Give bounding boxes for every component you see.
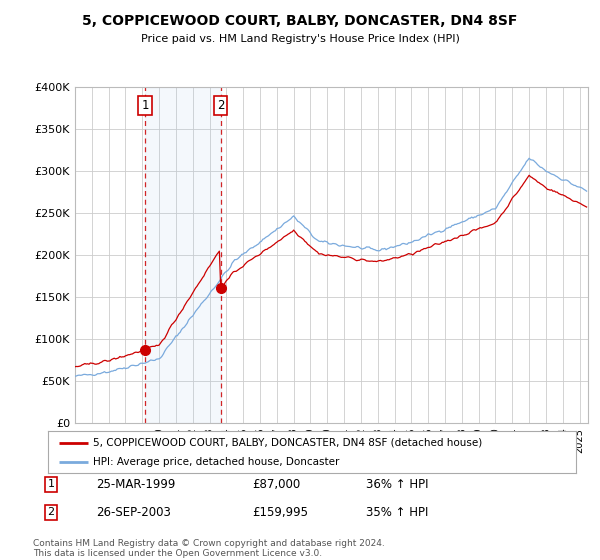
Text: Contains HM Land Registry data © Crown copyright and database right 2024.
This d: Contains HM Land Registry data © Crown c… (33, 539, 385, 558)
Text: 1: 1 (142, 99, 149, 112)
Text: £87,000: £87,000 (252, 478, 300, 491)
Text: 36% ↑ HPI: 36% ↑ HPI (366, 478, 428, 491)
Text: £159,995: £159,995 (252, 506, 308, 519)
Text: 5, COPPICEWOOD COURT, BALBY, DONCASTER, DN4 8SF (detached house): 5, COPPICEWOOD COURT, BALBY, DONCASTER, … (93, 437, 482, 447)
Bar (145, 87, 221, 423)
Text: 35% ↑ HPI: 35% ↑ HPI (366, 506, 428, 519)
Text: 2: 2 (47, 507, 55, 517)
Text: 1: 1 (47, 479, 55, 489)
Text: 5, COPPICEWOOD COURT, BALBY, DONCASTER, DN4 8SF: 5, COPPICEWOOD COURT, BALBY, DONCASTER, … (82, 14, 518, 28)
Text: HPI: Average price, detached house, Doncaster: HPI: Average price, detached house, Donc… (93, 457, 339, 467)
Text: 25-MAR-1999: 25-MAR-1999 (96, 478, 175, 491)
Text: 2: 2 (217, 99, 224, 112)
Text: Price paid vs. HM Land Registry's House Price Index (HPI): Price paid vs. HM Land Registry's House … (140, 34, 460, 44)
Text: 26-SEP-2003: 26-SEP-2003 (96, 506, 171, 519)
